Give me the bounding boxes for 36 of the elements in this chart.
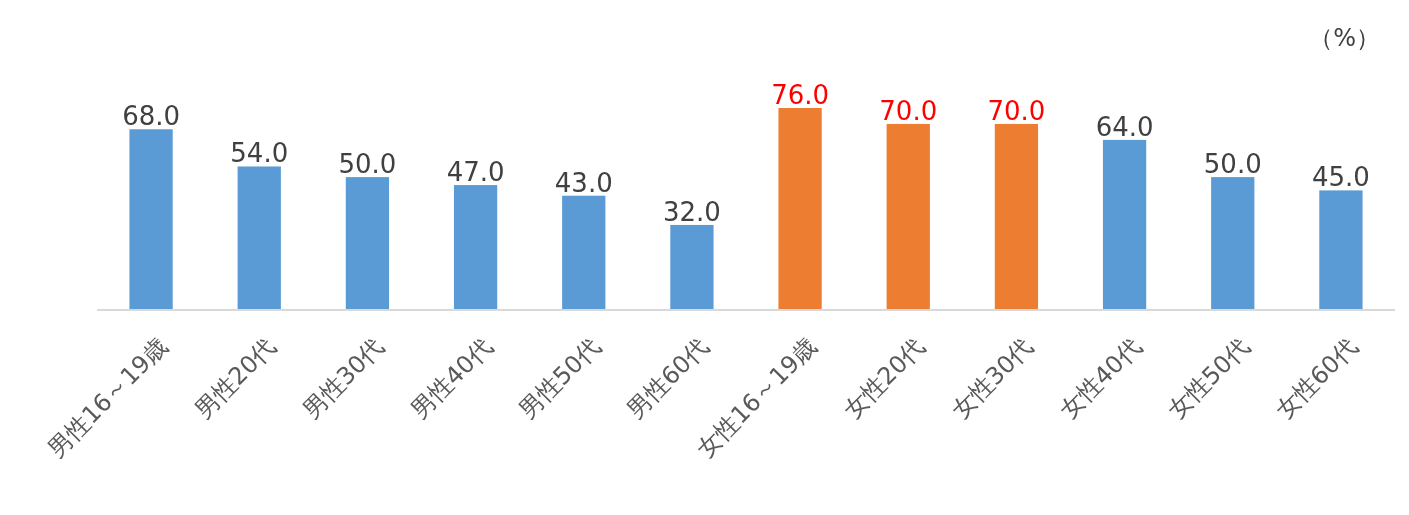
x-tick-label: 男性30代 xyxy=(297,332,390,425)
bar xyxy=(778,108,822,310)
data-label: 50.0 xyxy=(338,149,397,180)
bar xyxy=(670,224,714,310)
bar xyxy=(345,177,390,310)
text: （%） xyxy=(1309,24,1380,52)
x-tick-label: 男性60代 xyxy=(621,332,715,425)
data-label: 50.0 xyxy=(1203,149,1262,180)
bar xyxy=(237,166,281,310)
x-tick-label: 男性50代 xyxy=(513,332,606,425)
bar xyxy=(994,123,1039,310)
data-label: 47.0 xyxy=(446,157,505,188)
data-label: 54.0 xyxy=(230,138,289,169)
x-tick-label: 女性60代 xyxy=(1270,332,1364,425)
bar xyxy=(562,195,606,310)
bar xyxy=(886,123,930,310)
x-tick-label: 女性40代 xyxy=(1054,332,1147,425)
x-tick-label: 女性20代 xyxy=(838,332,931,425)
bar xyxy=(1319,190,1363,310)
data-label: 68.0 xyxy=(122,101,181,132)
data-label: 43.0 xyxy=(554,167,613,198)
data-label: 64.0 xyxy=(1095,111,1154,142)
data-label: 45.0 xyxy=(1311,162,1370,193)
x-tick-label: 女性50代 xyxy=(1162,332,1255,425)
x-tick-label: 女性30代 xyxy=(946,332,1039,425)
x-tick-label: 男性16～19歳 xyxy=(42,332,174,464)
data-label: 70.0 xyxy=(987,95,1046,126)
data-label: 32.0 xyxy=(662,196,721,227)
x-tick-label: 男性20代 xyxy=(189,332,282,425)
bar xyxy=(1211,177,1255,310)
data-label: 76.0 xyxy=(771,80,830,110)
data-label: 70.0 xyxy=(879,95,938,126)
x-tick-label: 男性40代 xyxy=(405,332,498,425)
bar xyxy=(129,129,173,310)
bar xyxy=(1102,139,1147,310)
bar xyxy=(453,185,498,310)
